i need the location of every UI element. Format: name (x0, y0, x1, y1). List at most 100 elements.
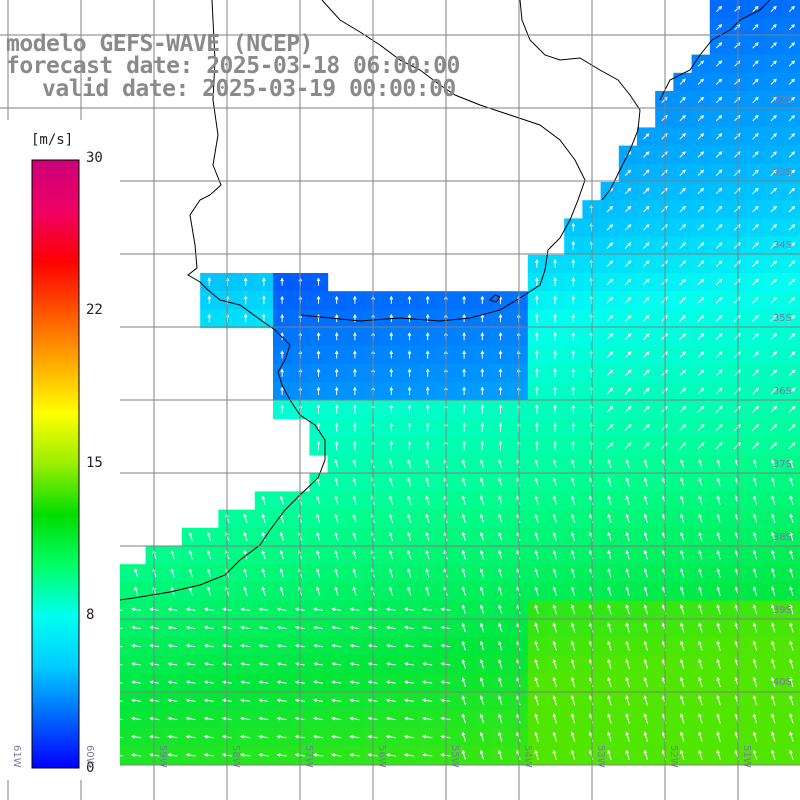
wind-arrow (770, 749, 776, 761)
wind-arrow (353, 350, 357, 359)
wind-arrow (716, 731, 721, 742)
wind-arrow (770, 223, 778, 231)
wind-arrow (149, 734, 160, 739)
wind-arrow (534, 568, 539, 578)
wind-arrow (185, 734, 196, 739)
wind-arrow (498, 677, 503, 688)
wind-arrow (680, 658, 685, 669)
wind-arrow (462, 422, 466, 432)
wind-arrow (149, 680, 160, 684)
wind-arrow (422, 716, 433, 721)
wind-arrow (570, 513, 576, 523)
wind-arrow (643, 713, 648, 724)
wind-arrow (698, 676, 703, 688)
wind-arrow (353, 440, 357, 451)
wind-arrow (240, 643, 251, 648)
wind-arrow (570, 713, 576, 724)
wind-arrow (498, 368, 503, 377)
wind-arrow (203, 734, 214, 739)
wind-arrow (570, 586, 576, 596)
wind-arrow (313, 662, 323, 666)
wind-arrow (331, 698, 342, 703)
wind-arrow (752, 477, 758, 487)
wind-arrow (642, 369, 650, 377)
wind-arrow (715, 405, 723, 413)
wind-arrow (642, 314, 650, 322)
wind-arrow (788, 442, 796, 450)
wind-arrow (698, 495, 703, 505)
wind-arrow (716, 586, 721, 596)
wind-arrow (313, 607, 323, 612)
wind-arrow (570, 622, 576, 633)
wind-arrow (679, 223, 687, 231)
wind-arrow (498, 422, 503, 432)
wind-arrow (552, 568, 557, 578)
wind-arrow (788, 296, 796, 304)
wind-arrow (624, 369, 632, 377)
wind-arrow (479, 531, 485, 542)
wind-arrow (752, 223, 759, 231)
wind-arrow (625, 658, 630, 669)
wind-arrow (752, 387, 759, 395)
wind-arrow (715, 387, 723, 395)
wind-arrow (698, 658, 703, 670)
wind-arrow (498, 568, 503, 578)
wind-arrow (570, 568, 576, 578)
wind-arrow (679, 78, 686, 85)
wind-arrow (643, 205, 650, 213)
lon-label: 59W (157, 745, 168, 768)
wind-arrow (752, 96, 759, 104)
wind-arrow (607, 658, 612, 669)
wind-arrow (770, 405, 778, 413)
wind-arrow (461, 695, 466, 706)
wind-arrow (788, 169, 796, 176)
wind-arrow (279, 586, 284, 596)
wind-arrow (185, 680, 196, 684)
wind-arrow (643, 151, 650, 158)
wind-arrow (752, 133, 759, 140)
wind-arrow (535, 404, 539, 414)
wind-arrow (149, 753, 160, 757)
wind-arrow (479, 658, 485, 669)
wind-arrow (167, 698, 178, 703)
wind-arrow (770, 296, 778, 304)
wind-arrow (534, 459, 539, 469)
wind-arrow (312, 680, 324, 684)
wind-arrow (389, 386, 394, 395)
wind-arrow (130, 753, 142, 757)
wind-arrow (425, 295, 430, 304)
wind-arrow (130, 734, 142, 739)
wind-arrow (679, 114, 686, 122)
wind-arrow (534, 695, 539, 706)
wind-arrow (334, 568, 339, 578)
wind-arrow (770, 423, 778, 432)
wind-arrow (352, 586, 357, 596)
wind-arrow (788, 78, 796, 85)
wind-arrow (240, 662, 251, 666)
wind-arrow (789, 658, 794, 670)
wind-arrow (771, 676, 776, 688)
wind-arrow (679, 442, 687, 450)
wind-arrow (149, 716, 160, 721)
wind-arrow (752, 640, 758, 651)
wind-arrow (715, 223, 723, 231)
wind-arrow (680, 459, 685, 469)
wind-arrow (607, 622, 612, 633)
wind-arrow (624, 260, 632, 268)
wind-arrow (389, 440, 394, 451)
wind-arrow (461, 749, 466, 760)
wind-arrow (571, 240, 576, 250)
wind-arrow (571, 277, 576, 287)
wind-arrow (261, 495, 266, 505)
wind-arrow (206, 568, 212, 578)
wind-arrow (643, 749, 648, 761)
wind-arrow (715, 351, 723, 359)
wind-arrow (679, 278, 687, 286)
wind-arrow (697, 187, 705, 195)
wind-arrow (425, 386, 430, 395)
wind-arrow (203, 643, 214, 648)
lat-label: 39S (772, 605, 792, 616)
wind-arrow (770, 369, 778, 377)
wind-arrow (624, 314, 632, 322)
wind-arrow (389, 422, 394, 432)
